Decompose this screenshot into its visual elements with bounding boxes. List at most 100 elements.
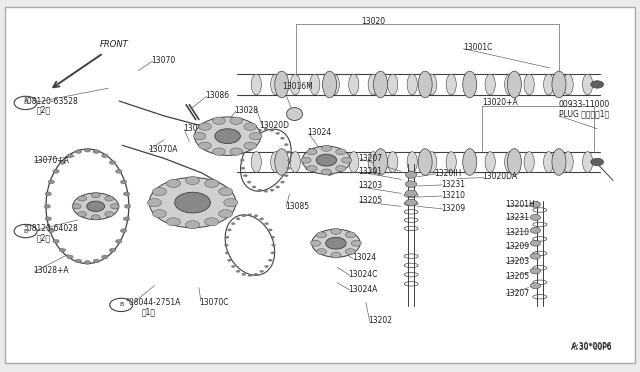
Ellipse shape — [251, 74, 261, 95]
Ellipse shape — [427, 152, 436, 172]
Ellipse shape — [251, 152, 261, 172]
Circle shape — [531, 268, 540, 274]
Text: B: B — [24, 100, 28, 105]
Circle shape — [76, 150, 82, 153]
Circle shape — [316, 154, 337, 166]
Circle shape — [252, 186, 256, 188]
Ellipse shape — [275, 149, 289, 175]
Circle shape — [316, 248, 326, 254]
Circle shape — [175, 192, 211, 213]
Text: °08120-64028: °08120-64028 — [24, 224, 79, 233]
Ellipse shape — [388, 74, 398, 95]
Circle shape — [268, 259, 272, 261]
Text: （2）: （2） — [36, 106, 51, 115]
Text: 13210: 13210 — [505, 228, 529, 237]
Circle shape — [225, 236, 229, 238]
Ellipse shape — [329, 152, 339, 172]
Circle shape — [224, 199, 238, 207]
Text: 13014: 13014 — [183, 124, 207, 133]
Text: °08044-2751A: °08044-2751A — [125, 298, 181, 307]
Circle shape — [116, 240, 122, 243]
Circle shape — [92, 193, 100, 198]
Circle shape — [102, 255, 108, 259]
Circle shape — [110, 204, 119, 209]
Text: 13205: 13205 — [505, 272, 529, 281]
Circle shape — [186, 221, 200, 229]
Circle shape — [120, 180, 127, 184]
Circle shape — [271, 252, 275, 254]
Circle shape — [287, 151, 291, 153]
Ellipse shape — [563, 74, 573, 95]
Text: 13070A: 13070A — [148, 145, 177, 154]
Text: 13020+A: 13020+A — [483, 99, 518, 108]
Text: A:30*00P6: A:30*00P6 — [572, 342, 612, 351]
Circle shape — [53, 240, 60, 243]
Circle shape — [276, 132, 280, 134]
Text: 13070+A: 13070+A — [33, 155, 69, 165]
Circle shape — [336, 166, 346, 171]
Circle shape — [531, 202, 540, 208]
Circle shape — [531, 283, 540, 289]
Ellipse shape — [463, 71, 477, 98]
Circle shape — [336, 149, 346, 155]
Circle shape — [287, 167, 291, 169]
Circle shape — [120, 229, 127, 232]
Text: A:30*00P6: A:30*00P6 — [570, 343, 612, 352]
Circle shape — [195, 117, 260, 155]
Circle shape — [152, 210, 166, 218]
Text: 13024: 13024 — [352, 253, 376, 263]
Circle shape — [591, 81, 604, 88]
Ellipse shape — [323, 149, 337, 175]
Circle shape — [287, 159, 291, 161]
Circle shape — [205, 218, 219, 226]
Circle shape — [326, 237, 346, 249]
Text: 13070: 13070 — [151, 56, 175, 65]
Circle shape — [102, 154, 108, 158]
Circle shape — [231, 265, 235, 267]
Ellipse shape — [290, 74, 300, 95]
Circle shape — [258, 189, 262, 191]
Circle shape — [307, 149, 317, 155]
Circle shape — [166, 218, 180, 226]
Ellipse shape — [552, 149, 566, 175]
Ellipse shape — [463, 149, 477, 175]
Circle shape — [243, 174, 247, 177]
Circle shape — [264, 190, 268, 192]
Text: 13024C: 13024C — [307, 148, 337, 157]
Circle shape — [109, 161, 116, 164]
Ellipse shape — [368, 152, 378, 172]
Circle shape — [124, 205, 131, 208]
Circle shape — [236, 270, 240, 272]
Circle shape — [270, 129, 274, 131]
Circle shape — [59, 248, 65, 252]
Circle shape — [45, 192, 51, 196]
Ellipse shape — [465, 74, 476, 95]
Ellipse shape — [310, 74, 320, 95]
Text: 13207: 13207 — [358, 154, 382, 163]
Circle shape — [72, 204, 81, 209]
Ellipse shape — [508, 71, 522, 98]
Circle shape — [67, 255, 73, 259]
Text: 13024C: 13024C — [349, 270, 378, 279]
Ellipse shape — [543, 74, 554, 95]
Circle shape — [236, 218, 240, 220]
Ellipse shape — [388, 152, 398, 172]
Circle shape — [270, 189, 274, 191]
Circle shape — [531, 227, 540, 233]
Circle shape — [258, 129, 262, 131]
Circle shape — [243, 144, 247, 146]
Circle shape — [231, 222, 235, 225]
Circle shape — [166, 179, 180, 187]
Text: 13231: 13231 — [505, 213, 529, 222]
Circle shape — [212, 148, 225, 155]
Ellipse shape — [524, 152, 534, 172]
Circle shape — [73, 193, 118, 219]
Circle shape — [316, 232, 326, 238]
Circle shape — [312, 229, 360, 257]
Circle shape — [307, 166, 317, 171]
Circle shape — [321, 169, 332, 175]
Circle shape — [244, 142, 257, 150]
Circle shape — [276, 186, 280, 188]
Circle shape — [84, 148, 91, 152]
Text: 13085: 13085 — [285, 202, 309, 211]
